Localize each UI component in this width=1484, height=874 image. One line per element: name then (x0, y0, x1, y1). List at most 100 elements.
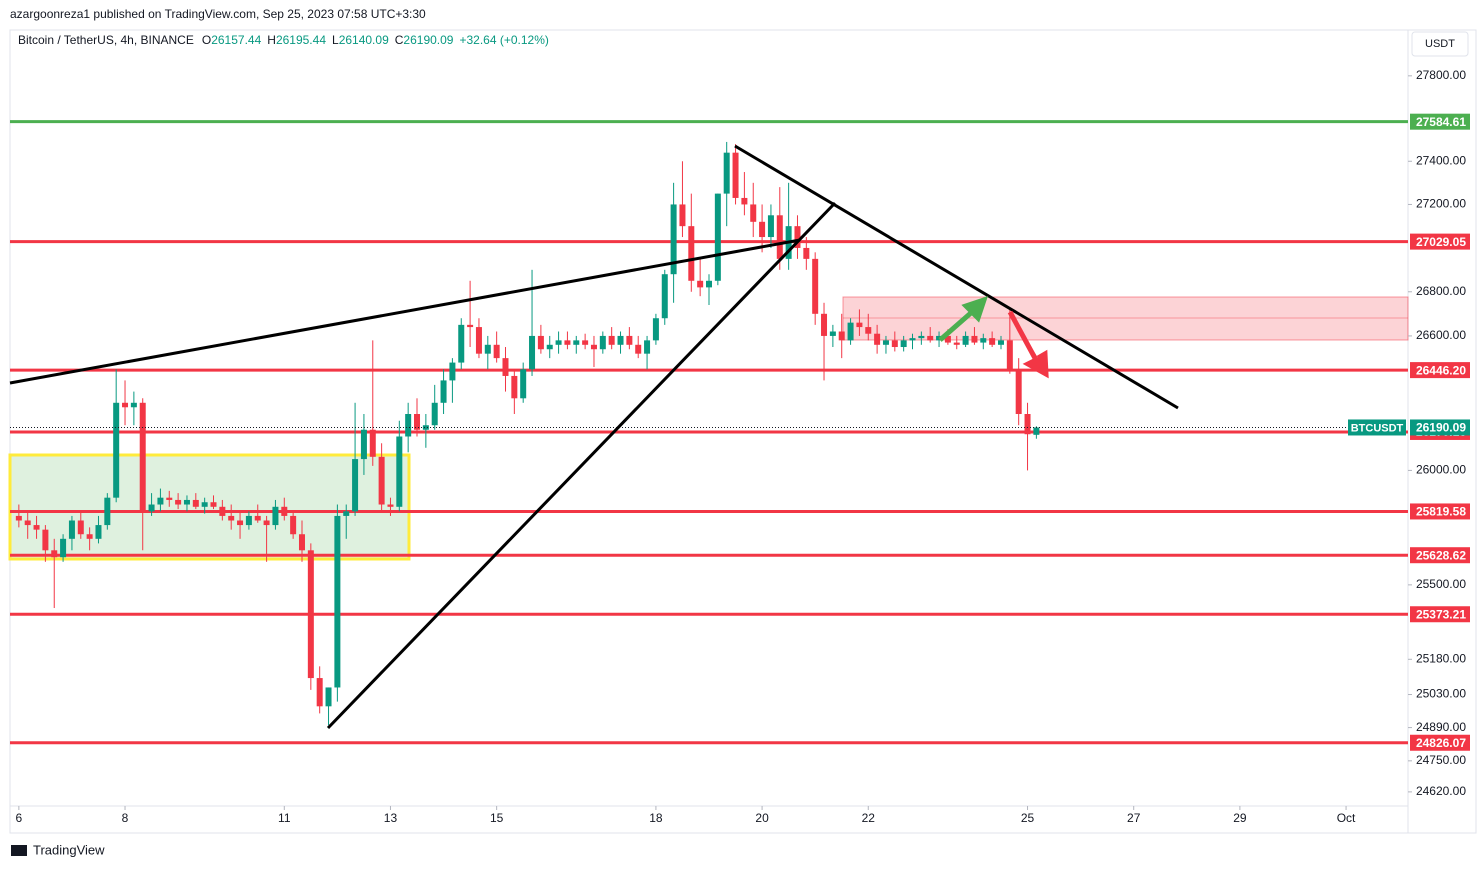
candle-body (201, 502, 208, 507)
candle-body (652, 318, 659, 341)
candle-body (166, 497, 173, 500)
candle-body (750, 204, 757, 222)
x-tick-label: 13 (384, 811, 398, 825)
x-tick-label: 25 (1021, 811, 1035, 825)
candle-body (989, 338, 996, 345)
ohlc-key: L (332, 33, 339, 47)
candle-body (378, 456, 385, 505)
candle-body (759, 221, 766, 238)
publisher: azargoonreza1 published on TradingView.c… (10, 7, 426, 21)
y-tick-label: 26000.00 (1416, 463, 1466, 477)
candle-body (68, 520, 75, 539)
candle-body (847, 322, 854, 341)
candle-body (1015, 369, 1022, 415)
x-tick-label: 15 (490, 811, 504, 825)
candle-body (148, 504, 155, 512)
currency[interactable]: USDT (1425, 38, 1455, 50)
candle-body (33, 525, 40, 530)
candle-body (192, 499, 199, 507)
candle-body (856, 322, 863, 328)
candle-body (352, 459, 359, 512)
candle-body (599, 335, 606, 350)
candle-body (626, 335, 633, 345)
candle-body (405, 414, 412, 437)
candle-body (484, 344, 491, 354)
y-tick-label: 24750.00 (1416, 753, 1466, 767)
change: +32.64 (+0.12%) (459, 33, 548, 47)
candle-body (325, 687, 332, 707)
y-tick-label: 26600.00 (1416, 328, 1466, 342)
candle-body (493, 344, 500, 359)
candle-body (821, 313, 828, 336)
candle-body (537, 335, 544, 350)
y-tick-label: 27200.00 (1416, 197, 1466, 211)
ohlc-value: 26195.44 (276, 33, 326, 47)
candle-body (422, 425, 429, 430)
y-tick-label: 25500.00 (1416, 577, 1466, 591)
trendline (326, 201, 837, 730)
ohlc-value: 26157.44 (211, 33, 261, 47)
trendline (9, 238, 801, 385)
price-label-box (1410, 503, 1470, 520)
trendline (734, 144, 1179, 410)
candle-body (440, 380, 447, 403)
candle-body (245, 515, 252, 526)
currency-button[interactable] (1411, 31, 1469, 57)
candle-body (1006, 340, 1013, 370)
price-label: 25819.58 (1416, 505, 1466, 519)
candle-body (51, 550, 58, 558)
x-tick-label: 18 (649, 811, 663, 825)
candle-body (272, 506, 279, 526)
candle-body (953, 342, 960, 345)
candle-body (298, 534, 305, 551)
candle-body (228, 515, 235, 521)
x-tick-label: Oct (1337, 811, 1356, 825)
candle-body (475, 327, 482, 354)
price-label-box (1410, 734, 1470, 751)
price-label-box (1410, 233, 1470, 250)
candle-body (1024, 414, 1031, 435)
candle-body (95, 525, 102, 539)
brand: TradingView (33, 842, 105, 857)
candle-body (343, 511, 350, 516)
candle-body (909, 338, 916, 341)
candle-body (874, 333, 881, 345)
candle-body (891, 340, 898, 348)
candle-body (582, 340, 589, 345)
candle-body (706, 280, 712, 288)
candle-body (661, 274, 668, 319)
candle-body (803, 247, 810, 259)
y-tick-label: 27800.00 (1416, 68, 1466, 82)
candle-body (529, 335, 536, 370)
candle-body (723, 152, 730, 194)
trendlines (9, 144, 1179, 730)
zone-box (842, 296, 1409, 341)
x-tick-label: 22 (862, 811, 876, 825)
candle-body (219, 506, 226, 516)
candle-body (882, 340, 889, 345)
candle-body (918, 335, 925, 339)
candle-body (670, 204, 677, 275)
y-tick-label: 24890.00 (1416, 720, 1466, 734)
candle-body (829, 331, 836, 336)
candle-body (1033, 427, 1040, 435)
candle-body (697, 280, 704, 288)
candle-body (980, 338, 987, 343)
candle-body (590, 344, 597, 350)
candle-body (794, 226, 801, 248)
symbol-tag-box (1348, 419, 1406, 436)
candle-body (449, 362, 456, 381)
ohlc-key: H (267, 33, 276, 47)
candle-body (130, 402, 137, 408)
x-tick-label: 29 (1233, 811, 1247, 825)
candle-body (502, 358, 509, 376)
candle-body (396, 436, 403, 507)
candle-body (24, 520, 31, 526)
price-label-box (1410, 362, 1470, 379)
candle-body (962, 335, 969, 345)
candle-body (42, 529, 49, 551)
candle-body (467, 324, 474, 328)
